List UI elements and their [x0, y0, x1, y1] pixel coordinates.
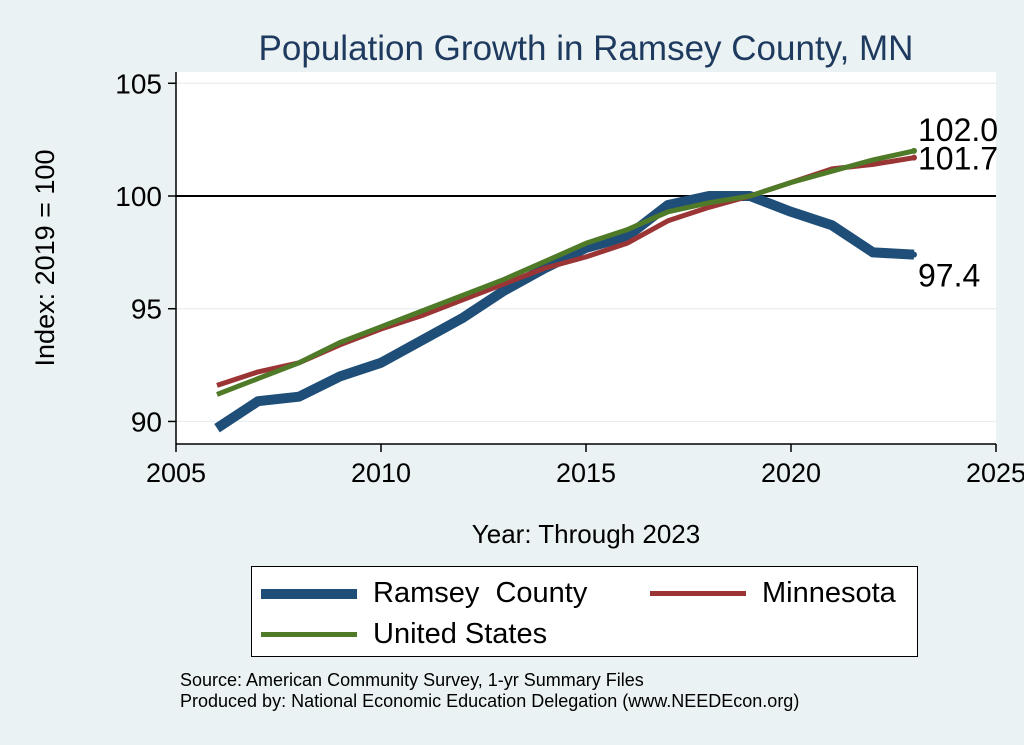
- x-tick-label: 2020: [761, 458, 821, 488]
- x-tick-label: 2005: [146, 458, 206, 488]
- legend-item-ramsey: Ramsey County: [261, 577, 587, 610]
- legend-swatch-us: [261, 632, 357, 637]
- legend-item-minnesota: Minnesota: [650, 577, 896, 610]
- series-end-point: [911, 251, 917, 258]
- y-tick-label: 100: [115, 181, 162, 212]
- x-axis-label: Year: Through 2023: [472, 519, 700, 549]
- y-tick-label: 95: [131, 294, 162, 325]
- source-note: Source: American Community Survey, 1-yr …: [180, 670, 799, 712]
- x-tick-label: 2015: [556, 458, 616, 488]
- legend-label-us: United States: [373, 618, 548, 650]
- series-line-united-states: [216, 148, 915, 397]
- legend-swatch-ramsey: [261, 588, 357, 599]
- legend-label-ramsey: Ramsey County: [373, 577, 588, 609]
- x-tick-label: 2025: [966, 458, 1024, 488]
- x-tick-label: 2010: [351, 458, 411, 488]
- producer-line: Produced by: National Economic Education…: [180, 691, 800, 711]
- series-line-ramsey-county: [214, 191, 915, 433]
- series-end-point: [911, 147, 917, 154]
- legend-label-minnesota: Minnesota: [762, 577, 896, 609]
- end-label: 102.0: [918, 112, 998, 148]
- legend-item-us: United States: [261, 618, 547, 651]
- axes: 90 95 100 105 2005 2010 2015 2020 2025: [115, 68, 1024, 488]
- legend-swatch-minnesota: [650, 591, 746, 596]
- chart-title: Population Growth in Ramsey County, MN: [259, 29, 914, 68]
- source-line: Source: American Community Survey, 1-yr …: [180, 670, 644, 690]
- legend: Ramsey County Minnesota United States: [251, 566, 918, 657]
- end-label: 97.4: [918, 258, 980, 294]
- y-tick-label: 90: [131, 406, 162, 437]
- series-layer: [214, 147, 917, 433]
- y-axis-label: Index: 2019 = 100: [30, 150, 60, 367]
- grid-lines: [176, 82, 996, 423]
- end-label: 101.7: [918, 141, 998, 177]
- y-tick-label: 105: [115, 68, 162, 99]
- series-end-point: [911, 154, 917, 161]
